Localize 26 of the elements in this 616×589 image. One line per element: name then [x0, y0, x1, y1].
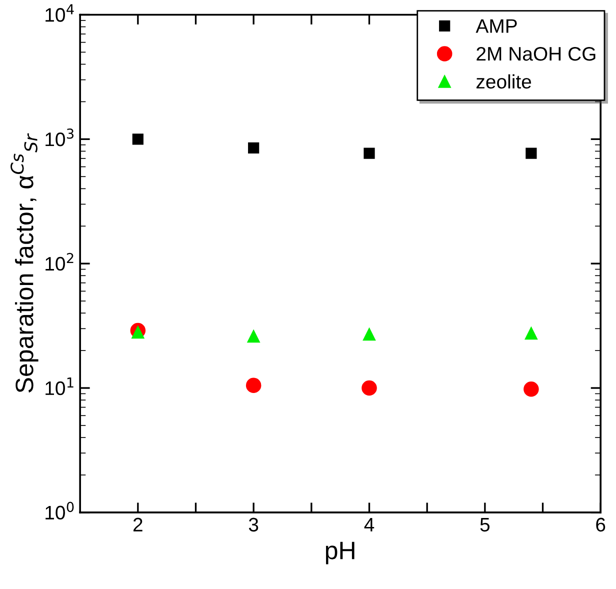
point	[524, 381, 539, 397]
y-tick-label: 10$^{3}$	[46, 128, 74, 146]
point	[247, 330, 260, 343]
y-axis-title: Separation factor, α$^{Cs}$$_{Sr}$	[10, 133, 38, 393]
point	[526, 148, 537, 159]
point	[524, 327, 538, 340]
point	[363, 328, 376, 341]
point	[364, 148, 375, 159]
y-tick-label: 10$^{4}$	[46, 4, 74, 22]
legend-label: 2M NaOH CG	[476, 46, 596, 61]
point	[248, 142, 260, 154]
x-tick-label: 6	[596, 518, 606, 532]
x-tick-label: 5	[480, 518, 490, 532]
legend-label: zeolite	[476, 74, 532, 89]
y-tick-label: 10$^{2}$	[46, 252, 74, 271]
y-tick-label: 10$^{1}$	[46, 378, 74, 396]
point	[132, 134, 144, 145]
legend-label: AMP	[476, 19, 517, 33]
y-tick-label: 10$^{0}$	[46, 502, 74, 520]
point	[362, 380, 377, 396]
x-tick-label: 3	[248, 518, 258, 532]
x-tick-label: 2	[133, 518, 142, 532]
point	[246, 378, 262, 394]
x-axis-title: pH	[326, 542, 354, 564]
x-tick-label: 4	[364, 518, 374, 532]
point	[132, 326, 144, 339]
